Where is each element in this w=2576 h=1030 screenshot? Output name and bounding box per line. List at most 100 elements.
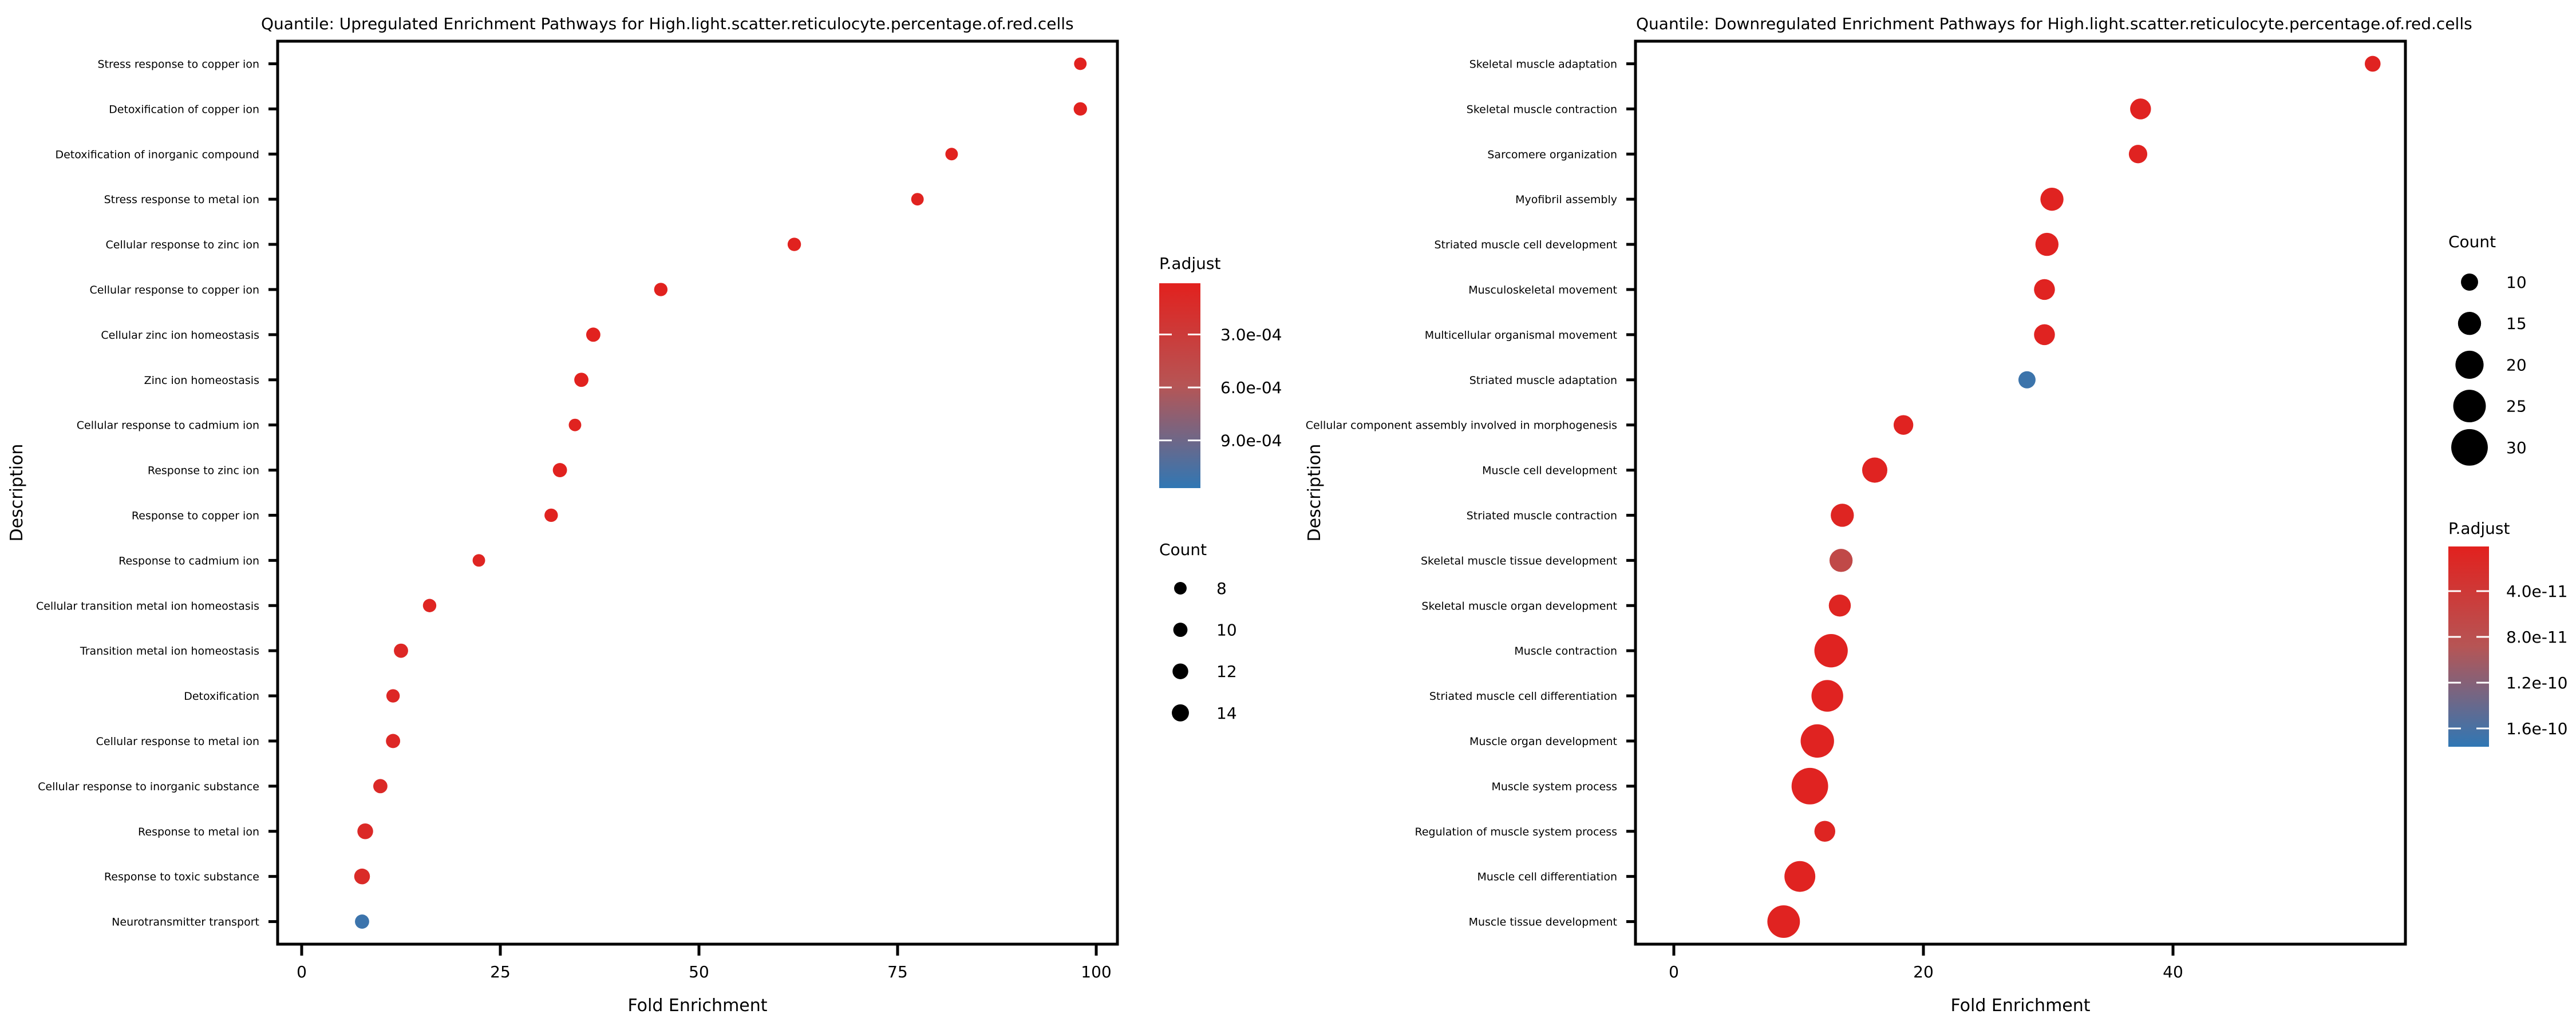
- pathway-dot: [1828, 595, 1851, 617]
- y-category-label: Striated muscle contraction: [1467, 509, 1617, 522]
- pathway-dot: [911, 193, 924, 206]
- count-legend-dot: [1173, 623, 1188, 637]
- pathway-dot: [357, 823, 373, 839]
- y-category-label: Musculoskeletal movement: [1468, 284, 1617, 296]
- padjust-legend-title: P.adjust: [1159, 254, 1220, 273]
- y-category-label: Stress response to copper ion: [97, 58, 259, 70]
- x-axis-title-left: Fold Enrichment: [627, 996, 768, 1016]
- y-category-label: Cellular response to metal ion: [96, 735, 259, 748]
- colorbar-tick-label: 1.2e-10: [2506, 674, 2568, 692]
- y-category-label: Muscle cell development: [1482, 465, 1617, 477]
- count-legend-dot: [2453, 390, 2486, 423]
- x-tick-label: 0: [1669, 962, 1679, 981]
- count-legend-label: 10: [2506, 273, 2527, 292]
- panel-border: [1634, 39, 2407, 946]
- count-legend-dot: [2451, 429, 2488, 466]
- pathway-dot: [1814, 821, 1836, 842]
- pathway-dot: [945, 148, 958, 161]
- count-legend-label: 30: [2506, 438, 2527, 457]
- count-legend-dot: [1174, 582, 1187, 595]
- colorbar-tick-label: 8.0e-11: [2506, 628, 2568, 647]
- pathway-dot: [787, 237, 801, 251]
- count-legend-label: 20: [2506, 355, 2527, 374]
- y-category-label: Response to metal ion: [138, 826, 259, 838]
- panel-upregulated: 0 25 50 75 100 Stress response to copper ion D…: [36, 39, 1282, 981]
- y-category-label: Response to copper ion: [132, 509, 259, 522]
- x-tick-label: 0: [297, 962, 307, 981]
- y-category-label: Cellular response to copper ion: [90, 284, 259, 296]
- pathway-dot: [586, 327, 600, 342]
- count-legend-label: 8: [1216, 579, 1227, 598]
- count-legend-dot: [1172, 663, 1188, 679]
- pathway-dot: [1767, 905, 1800, 938]
- x-tick-label: 25: [490, 962, 511, 981]
- pathway-dot: [2128, 145, 2148, 164]
- y-category-label: Response to toxic substance: [104, 871, 259, 884]
- x-tick-label: 40: [2163, 962, 2183, 981]
- y-axis-title-right: Description: [1305, 443, 1325, 542]
- pathway-dot: [1074, 57, 1087, 70]
- count-legend-label: 10: [1216, 621, 1237, 640]
- pathway-dot: [1862, 457, 1888, 483]
- count-legend-dot: [2458, 312, 2482, 335]
- count-legend-label: 15: [2506, 314, 2527, 333]
- y-category-label: Neurotransmitter transport: [112, 916, 259, 929]
- padjust-legend-title: P.adjust: [2448, 519, 2510, 538]
- pathway-dot: [1073, 102, 1087, 116]
- y-category-label: Skeletal muscle adaptation: [1469, 58, 1617, 70]
- y-category-label: Detoxification: [184, 690, 259, 703]
- pathway-dot: [386, 734, 401, 748]
- y-category-label: Sarcomere organization: [1487, 148, 1617, 161]
- pathway-dot: [373, 779, 388, 794]
- padjust-colorbar: [1159, 283, 1200, 488]
- y-category-label: Muscle system process: [1491, 781, 1617, 793]
- pathway-dot: [1814, 633, 1848, 668]
- pathway-dot: [2034, 279, 2055, 300]
- y-category-label: Muscle cell differentiation: [1477, 871, 1617, 884]
- y-category-label: Striated muscle cell development: [1435, 239, 1617, 251]
- y-category-label: Multicellular organismal movement: [1425, 329, 1617, 342]
- count-legend-dot: [2455, 350, 2484, 379]
- panel-title-upregulated: Quantile: Upregulated Enrichment Pathway…: [261, 14, 1074, 33]
- pathway-dot: [654, 283, 668, 296]
- pathway-dot: [472, 554, 485, 567]
- pathway-dot: [386, 689, 400, 703]
- panel-title-downregulated: Quantile: Downregulated Enrichment Pathw…: [1636, 14, 2472, 33]
- y-category-label: Stress response to metal ion: [104, 193, 259, 206]
- x-tick-label: 20: [1913, 962, 1934, 981]
- count-legend-label: 25: [2506, 397, 2527, 416]
- y-category-label: Regulation of muscle system process: [1415, 826, 1618, 838]
- pathway-dot: [1831, 504, 1854, 527]
- y-category-label: Cellular component assembly involved in …: [1306, 419, 1617, 432]
- y-category-label: Transition metal ion homeostasis: [80, 645, 259, 657]
- pathway-dot: [2035, 232, 2059, 256]
- pathway-dot: [544, 508, 558, 522]
- y-category-label: Skeletal muscle tissue development: [1421, 554, 1617, 567]
- count-legend-title: Count: [1159, 540, 1207, 559]
- pathway-dot: [568, 418, 582, 431]
- padjust-colorbar: [2448, 546, 2489, 747]
- panel-downregulated: 0 20 40 Skeletal muscle adaptation Skeletal …: [1306, 39, 2568, 981]
- y-category-label: Detoxification of inorganic compound: [55, 148, 259, 161]
- pathway-dot: [2018, 371, 2036, 389]
- y-category-label: Myofibril assembly: [1515, 193, 1617, 206]
- pathway-dot: [354, 868, 370, 885]
- y-category-label: Cellular response to zinc ion: [105, 239, 259, 251]
- pathway-dot: [1893, 415, 1914, 435]
- pathway-dot: [574, 373, 588, 387]
- pathway-dot: [422, 599, 437, 612]
- y-category-label: Response to cadmium ion: [118, 554, 259, 567]
- x-tick-label: 50: [689, 962, 709, 981]
- x-tick-label: 75: [887, 962, 908, 981]
- y-category-label: Striated muscle adaptation: [1469, 374, 1617, 387]
- colorbar-tick-label: 6.0e-04: [1220, 378, 1282, 397]
- pathway-dot: [1811, 680, 1843, 712]
- pathway-dot: [394, 643, 408, 658]
- pathway-dot: [1800, 724, 1834, 758]
- colorbar-tick-label: 9.0e-04: [1220, 431, 1282, 450]
- pathway-dot: [2040, 187, 2064, 211]
- pathway-dot: [1784, 861, 1816, 892]
- y-category-label: Skeletal muscle contraction: [1467, 103, 1617, 116]
